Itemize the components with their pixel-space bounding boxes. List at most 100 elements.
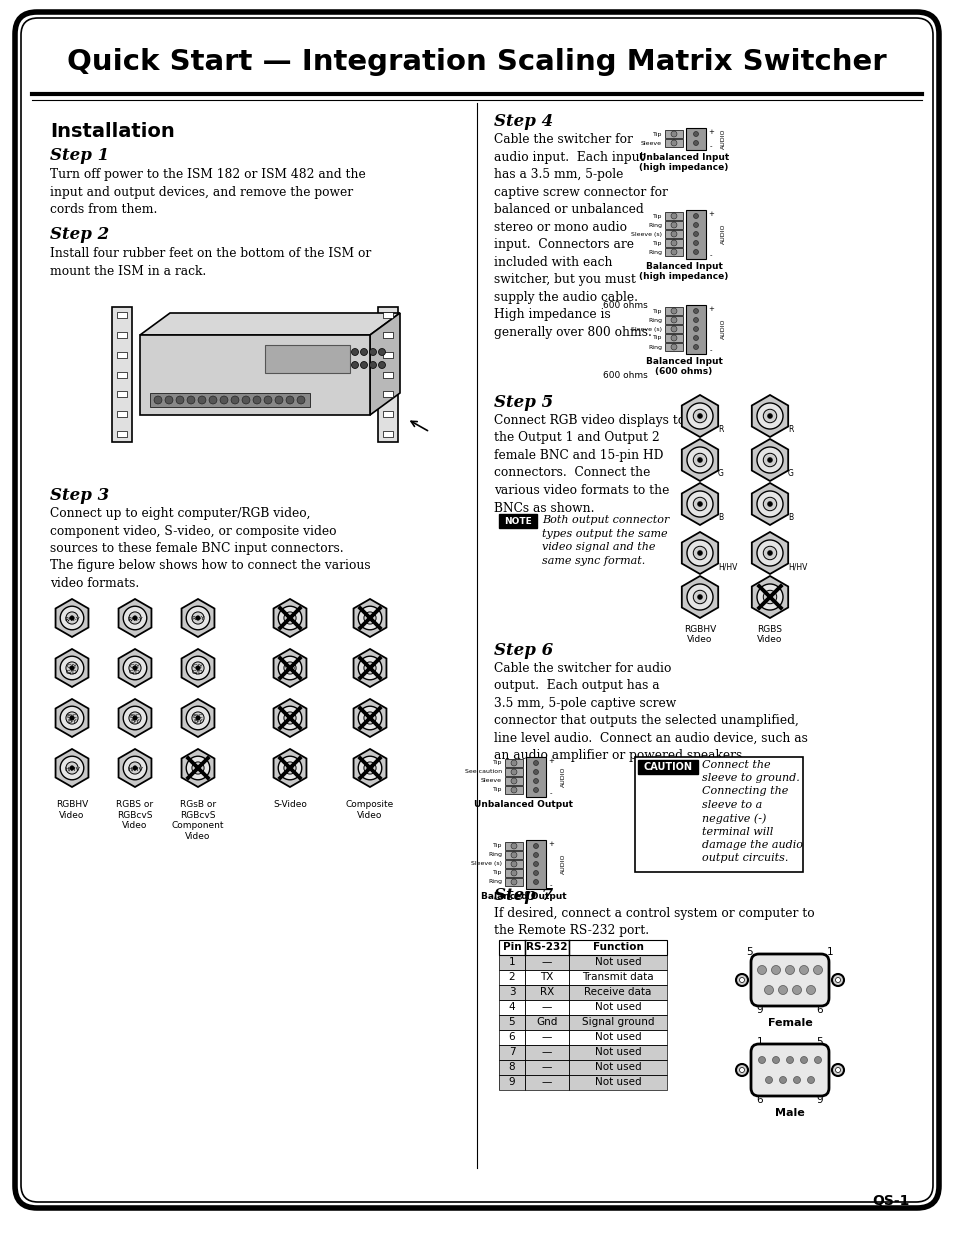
Circle shape xyxy=(278,706,301,730)
Text: Ring: Ring xyxy=(647,222,661,227)
Text: 4: 4 xyxy=(508,1002,515,1011)
Text: Ring: Ring xyxy=(647,249,661,254)
Bar xyxy=(498,969,524,986)
Bar xyxy=(568,940,666,955)
Text: Male: Male xyxy=(774,1108,804,1118)
Circle shape xyxy=(758,1056,764,1063)
Bar xyxy=(117,411,127,417)
Text: Tip: Tip xyxy=(492,788,501,793)
Text: Sleeve (s): Sleeve (s) xyxy=(471,862,501,867)
Text: —: — xyxy=(541,1002,552,1011)
Circle shape xyxy=(670,140,677,146)
Circle shape xyxy=(670,345,677,350)
Circle shape xyxy=(70,716,74,720)
Circle shape xyxy=(253,396,261,404)
Text: Step 2: Step 2 xyxy=(50,226,110,243)
Circle shape xyxy=(693,231,698,236)
Text: Tip: Tip xyxy=(652,241,661,246)
Text: See caution: See caution xyxy=(464,769,501,774)
Text: Sleeve (s): Sleeve (s) xyxy=(630,326,661,331)
Bar xyxy=(664,240,682,247)
Circle shape xyxy=(762,590,776,604)
Text: HV: HV xyxy=(365,767,375,772)
Text: -: - xyxy=(549,882,552,888)
Circle shape xyxy=(511,778,517,784)
Circle shape xyxy=(670,222,677,228)
Circle shape xyxy=(793,1077,800,1083)
Circle shape xyxy=(357,606,381,630)
Circle shape xyxy=(278,656,301,679)
Bar xyxy=(504,860,522,868)
Bar xyxy=(664,130,682,138)
Text: Connect RGB video displays to
the Output 1 and Output 2
female BNC and 15-pin HD: Connect RGB video displays to the Output… xyxy=(494,414,684,515)
Circle shape xyxy=(697,594,701,599)
Bar xyxy=(498,986,666,1000)
Text: If desired, connect a control system or computer to
the Remote RS-232 port.: If desired, connect a control system or … xyxy=(494,906,814,937)
Circle shape xyxy=(132,716,137,720)
Bar xyxy=(685,128,705,149)
Circle shape xyxy=(533,844,537,848)
Circle shape xyxy=(766,414,772,419)
Bar xyxy=(382,312,393,317)
Bar xyxy=(664,221,682,228)
Circle shape xyxy=(835,1067,840,1072)
Bar xyxy=(664,212,682,220)
Text: Tip: Tip xyxy=(492,761,501,766)
Bar xyxy=(504,869,522,877)
Circle shape xyxy=(192,711,204,724)
Bar xyxy=(498,969,666,986)
Bar xyxy=(504,842,522,850)
Bar xyxy=(568,1015,666,1030)
Circle shape xyxy=(511,861,517,867)
Bar xyxy=(568,986,666,1000)
Text: +: + xyxy=(547,841,554,847)
Circle shape xyxy=(693,498,706,511)
Text: AUDIO: AUDIO xyxy=(560,853,565,874)
Polygon shape xyxy=(181,748,214,787)
Bar xyxy=(524,955,568,969)
Bar xyxy=(524,1060,568,1074)
Polygon shape xyxy=(118,650,152,687)
Text: 7: 7 xyxy=(508,1047,515,1057)
Text: RGBS or
RGBcvS
Video: RGBS or RGBcvS Video xyxy=(116,800,153,830)
Text: Balanced Output: Balanced Output xyxy=(480,892,566,902)
Text: —: — xyxy=(541,1062,552,1072)
Text: G: G xyxy=(718,469,723,478)
Circle shape xyxy=(278,606,301,630)
Text: Ring: Ring xyxy=(647,317,661,322)
Text: 600 ohms: 600 ohms xyxy=(602,300,647,310)
Circle shape xyxy=(693,214,698,219)
Text: Both output connector
types output the same
video signal and the
same sync forma: Both output connector types output the s… xyxy=(541,515,669,566)
Circle shape xyxy=(805,986,815,994)
Circle shape xyxy=(186,756,210,779)
Circle shape xyxy=(511,760,517,766)
Circle shape xyxy=(351,362,358,368)
Text: NOTE: NOTE xyxy=(503,516,532,526)
Circle shape xyxy=(533,788,537,793)
Bar xyxy=(664,333,682,342)
Text: CAUTION: CAUTION xyxy=(643,762,692,772)
Text: QS-1: QS-1 xyxy=(872,1194,909,1208)
Circle shape xyxy=(123,606,147,630)
Circle shape xyxy=(813,966,821,974)
Text: AUDIO: AUDIO xyxy=(560,767,565,787)
Bar xyxy=(664,140,682,147)
Bar xyxy=(635,757,802,872)
Polygon shape xyxy=(751,395,787,437)
Text: S-Video: S-Video xyxy=(273,800,307,809)
Text: Tip: Tip xyxy=(652,131,661,137)
Bar xyxy=(524,1000,568,1015)
Circle shape xyxy=(697,457,701,463)
Circle shape xyxy=(132,666,137,671)
Bar xyxy=(498,1030,666,1045)
Text: 600 ohms: 600 ohms xyxy=(602,370,647,379)
Polygon shape xyxy=(681,438,718,480)
Bar xyxy=(382,411,393,417)
Circle shape xyxy=(766,551,772,556)
Polygon shape xyxy=(274,599,306,637)
Text: Installation: Installation xyxy=(50,122,174,141)
Circle shape xyxy=(670,131,677,137)
Circle shape xyxy=(762,546,776,559)
Text: B/C
B-Y: B/C B-Y xyxy=(193,714,203,724)
Circle shape xyxy=(800,1056,806,1063)
